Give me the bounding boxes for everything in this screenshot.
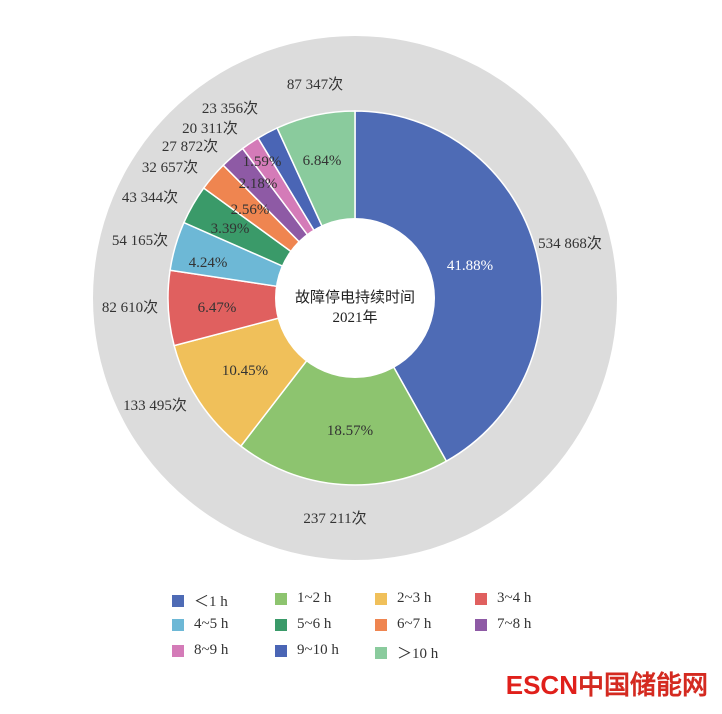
percent-label-10: 6.84% bbox=[303, 153, 342, 169]
center-label-line2: 2021年 bbox=[332, 309, 377, 326]
center-label-line1: 故障停电持续时间 bbox=[295, 288, 415, 306]
legend-label: 7~8 h bbox=[497, 616, 532, 632]
legend-item-0: ＜1 h bbox=[172, 590, 228, 611]
legend-label: 8~9 h bbox=[194, 642, 229, 658]
value-label-8: 20 311次 bbox=[182, 120, 238, 137]
percent-label-6: 2.56% bbox=[231, 202, 270, 218]
legend-label: 1~2 h bbox=[297, 590, 332, 606]
legend-label: 3~4 h bbox=[497, 590, 532, 606]
value-label-10: 87 347次 bbox=[287, 76, 343, 93]
watermark-logo: ESCN中国储能网 bbox=[505, 670, 708, 700]
legend-item-7: 7~8 h bbox=[475, 616, 531, 633]
value-label-1: 237 211次 bbox=[303, 510, 366, 527]
value-label-2: 133 495次 bbox=[123, 397, 187, 414]
legend-swatch bbox=[172, 618, 184, 631]
legend-swatch bbox=[375, 646, 387, 659]
legend-swatch bbox=[172, 644, 184, 657]
legend-swatch bbox=[275, 618, 287, 631]
legend-label: 2~3 h bbox=[397, 590, 432, 606]
percent-label-3: 6.47% bbox=[198, 300, 237, 316]
legend-label: 5~6 h bbox=[297, 616, 332, 632]
legend-swatch bbox=[375, 592, 387, 605]
percent-label-0: 41.88% bbox=[447, 258, 493, 274]
percent-label-4: 4.24% bbox=[189, 255, 228, 271]
value-label-9: 23 356次 bbox=[202, 100, 258, 117]
value-label-0: 534 868次 bbox=[538, 235, 602, 252]
legend-item-3: 3~4 h bbox=[475, 590, 531, 607]
legend-swatch bbox=[475, 618, 487, 631]
legend-item-2: 2~3 h bbox=[375, 590, 431, 607]
legend-label: ＞10 h bbox=[397, 646, 439, 662]
legend-item-5: 5~6 h bbox=[275, 616, 331, 633]
percent-label-1: 18.57% bbox=[327, 423, 373, 439]
legend-swatch bbox=[275, 644, 287, 657]
legend-swatch bbox=[475, 592, 487, 605]
legend-item-6: 6~7 h bbox=[375, 616, 431, 633]
legend-item-9: 9~10 h bbox=[275, 642, 339, 659]
percent-label-7: 2.18% bbox=[239, 176, 278, 192]
legend-swatch bbox=[172, 594, 184, 607]
value-label-4: 54 165次 bbox=[112, 232, 168, 249]
legend-item-8: 8~9 h bbox=[172, 642, 228, 659]
value-label-6: 32 657次 bbox=[142, 159, 198, 176]
percent-label-8: 1.59% bbox=[243, 154, 282, 170]
legend-label: 4~5 h bbox=[194, 616, 229, 632]
legend-item-4: 4~5 h bbox=[172, 616, 228, 633]
value-label-3: 82 610次 bbox=[102, 299, 158, 316]
legend-item-10: ＞10 h bbox=[375, 642, 438, 663]
percent-label-5: 3.39% bbox=[211, 221, 250, 237]
legend-label: ＜1 h bbox=[194, 594, 228, 610]
percent-label-2: 10.45% bbox=[222, 363, 268, 379]
value-label-5: 43 344次 bbox=[122, 189, 178, 206]
donut-hole bbox=[275, 218, 435, 378]
legend-swatch bbox=[275, 592, 287, 605]
legend-label: 9~10 h bbox=[297, 642, 339, 658]
legend-item-1: 1~2 h bbox=[275, 590, 331, 607]
legend-swatch bbox=[375, 618, 387, 631]
legend-label: 6~7 h bbox=[397, 616, 432, 632]
value-label-7: 27 872次 bbox=[162, 138, 218, 155]
